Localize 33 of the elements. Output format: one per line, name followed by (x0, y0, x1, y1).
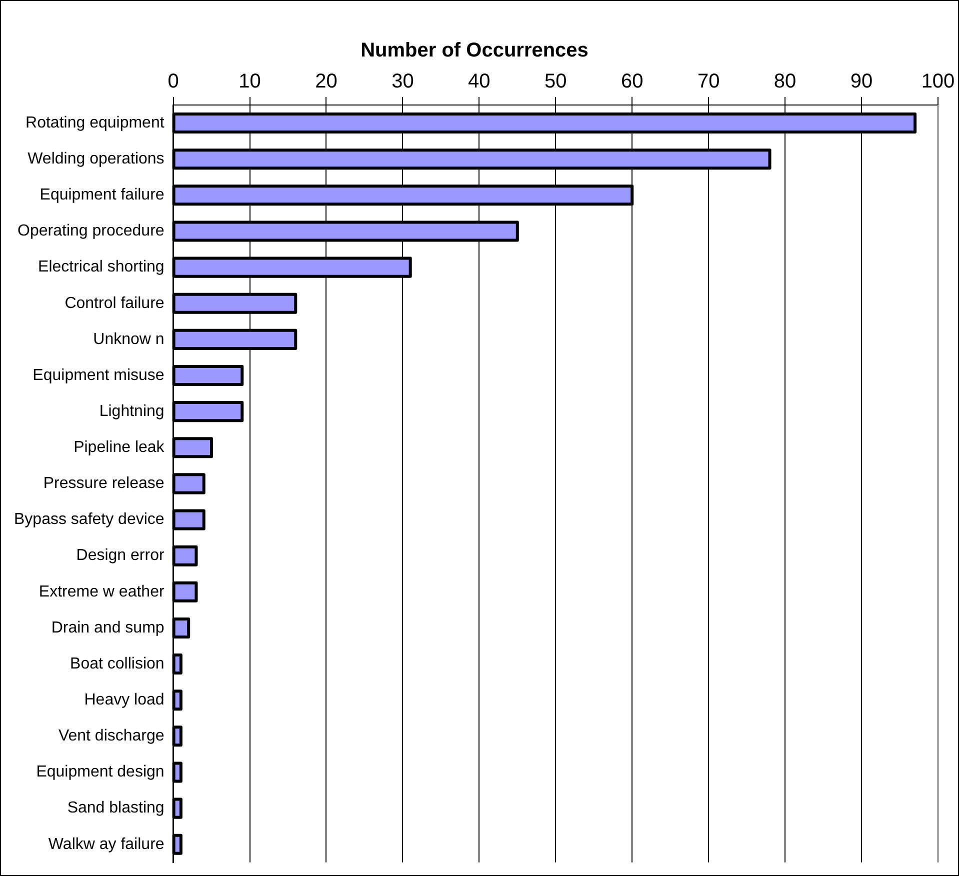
y-tick-label: Sand blasting (67, 800, 164, 817)
y-tick-label: Operating procedure (18, 222, 164, 240)
y-tick-label: Drain and sump (51, 619, 164, 636)
x-tick-label: 80 (774, 70, 796, 93)
y-tick-label: Control failure (64, 294, 164, 312)
y-tick-label: Rotating equipment (26, 114, 165, 132)
y-tick-label: Design error (76, 547, 165, 564)
y-tick-label: Welding operations (28, 150, 164, 168)
y-tick-label: Walkw ay failure (48, 836, 164, 853)
x-tick-label: 90 (850, 70, 873, 93)
y-tick-label: Electrical shorting (38, 258, 164, 276)
y-tick-label: Unknow n (93, 330, 164, 348)
y-tick-label: Equipment misuse (32, 366, 164, 384)
y-tick-label: Equipment failure (40, 186, 164, 204)
x-tick-label: 10 (238, 70, 261, 93)
x-tick-label: 70 (697, 70, 720, 93)
y-tick-label: Boat collision (70, 655, 164, 672)
y-tick-label: Pipeline leak (74, 439, 166, 456)
y-tick-label: Extreme w eather (38, 583, 165, 600)
x-tick-label: 20 (315, 70, 338, 93)
y-tick-label: Lightning (99, 402, 164, 420)
y-tick-label: Heavy load (84, 692, 164, 709)
x-tick-label: 100 (921, 70, 955, 93)
x-tick-label: 40 (468, 70, 490, 93)
y-tick-label: Bypass safety device (14, 511, 164, 528)
x-tick-label: 50 (544, 70, 567, 93)
y-tick-label: Equipment design (36, 764, 164, 781)
x-tick-label: 30 (392, 70, 414, 93)
chart-title: Number of Occurrences (360, 40, 588, 62)
x-tick-label: 60 (620, 70, 644, 93)
x-tick-label: 0 (168, 70, 179, 93)
y-tick-label: Vent discharge (58, 728, 164, 745)
y-tick-label: Pressure release (43, 475, 164, 492)
